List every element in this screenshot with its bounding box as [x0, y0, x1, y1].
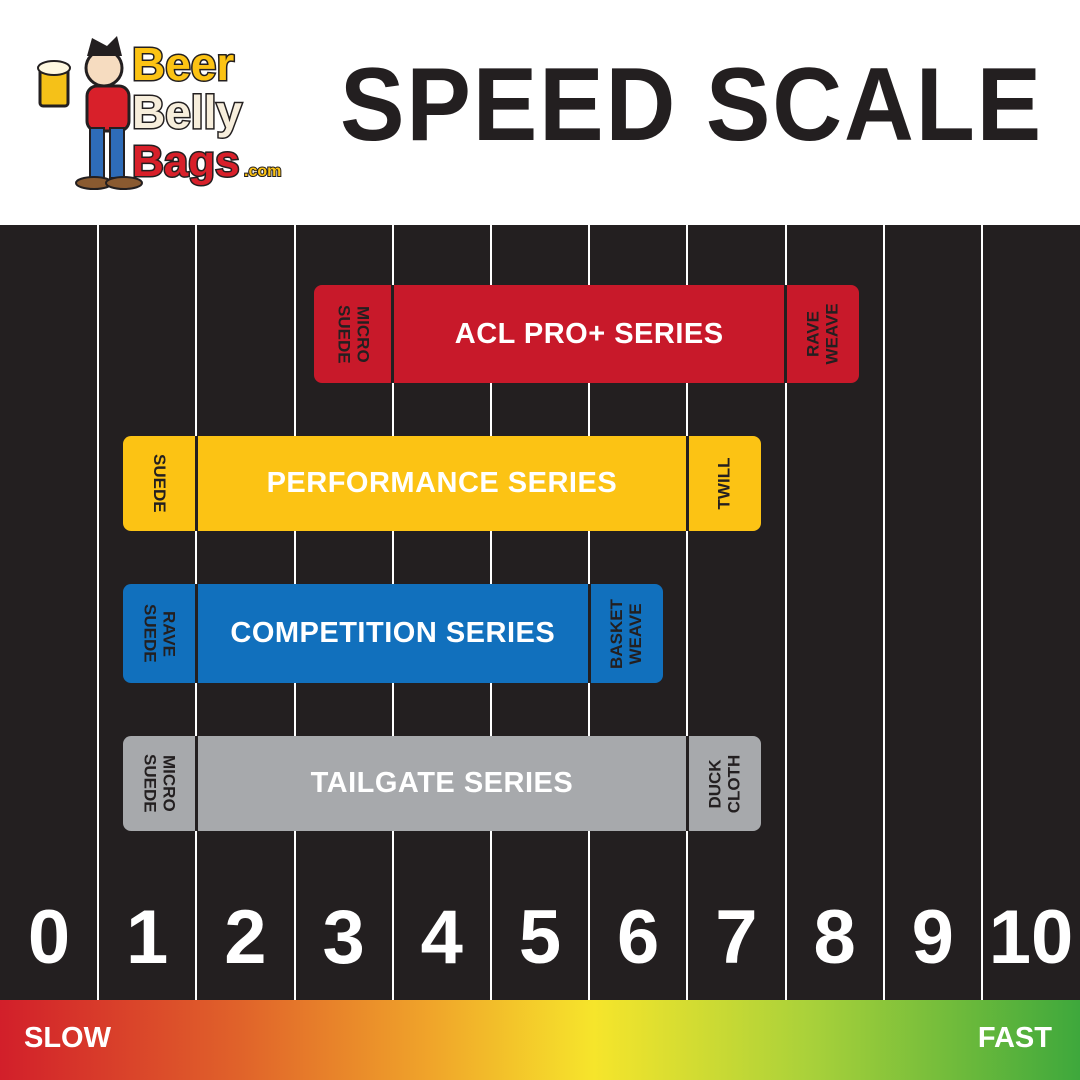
svg-text:.com: .com — [244, 163, 281, 180]
material-word: SUEDE — [334, 304, 354, 364]
svg-text:Beer: Beer — [132, 38, 234, 90]
grid-line — [784, 225, 787, 1000]
grid-line — [686, 225, 689, 1000]
material-word: MICRO — [353, 305, 373, 363]
series-label: ACL PRO+ SERIES — [454, 317, 724, 350]
tick-label: 10 — [988, 895, 1074, 980]
segment-divider — [194, 584, 198, 683]
tick-label: 4 — [420, 895, 463, 980]
segment-divider — [194, 436, 198, 531]
material-word: CLOTH — [724, 754, 744, 813]
series-bar: RAVE SUEDE COMPETITION SERIES BASKET WEAVE — [122, 584, 663, 683]
fast-material-segment: RAVE WEAVE — [786, 285, 860, 383]
material-word: SUEDE — [150, 454, 170, 513]
slow-material-segment: MICRO SUEDE — [123, 736, 197, 831]
material-word: WEAVE — [626, 602, 645, 665]
tick-label: 9 — [911, 895, 954, 980]
fast-material-segment: TWILL — [687, 436, 761, 531]
material-word: SUEDE — [140, 754, 160, 813]
series-label: COMPETITION SERIES — [230, 617, 556, 649]
tick-label: 6 — [617, 895, 660, 980]
material-word: DUCK — [705, 758, 725, 809]
speed-gradient-bar: SLOW FAST — [0, 1000, 1080, 1080]
segment-divider — [587, 584, 591, 683]
material-word: RAVE — [159, 610, 179, 657]
fast-material-label: BASKET WEAVE — [607, 599, 645, 669]
material-word: RAVE — [803, 311, 823, 357]
series-segment: TAILGATE SERIES — [196, 736, 687, 831]
fast-label: FAST — [977, 1022, 1052, 1054]
slow-material-segment: MICRO SUEDE — [314, 285, 393, 383]
fast-material-label: DUCK CLOTH — [705, 754, 743, 813]
beer-belly-bags-logo: Beer Belly Bags .com — [37, 36, 282, 190]
page-title: SPEED SCALE — [340, 47, 1044, 163]
tick-label: 8 — [813, 895, 856, 980]
series-label: TAILGATE SERIES — [310, 767, 574, 799]
tick-label: 3 — [322, 895, 365, 980]
material-word: WEAVE — [822, 303, 842, 365]
header: Beer Belly Bags .com SPEED SCALE — [0, 0, 1080, 225]
tick-label: 5 — [518, 895, 562, 980]
series-label: PERFORMANCE SERIES — [266, 467, 618, 499]
segment-divider — [685, 736, 689, 831]
tick-label: 2 — [224, 895, 267, 980]
tick-label: 7 — [715, 895, 758, 980]
grid-line — [97, 225, 100, 1000]
slow-material-label: SUEDE — [150, 454, 169, 513]
grid-line — [882, 225, 885, 1000]
material-word: MICRO — [159, 755, 179, 812]
slow-material-label: MICRO SUEDE — [141, 754, 179, 813]
slow-material-label: MICRO SUEDE — [335, 305, 373, 364]
segment-divider — [391, 285, 395, 383]
series-bar: MICRO SUEDE TAILGATE SERIES DUCK CLOTH — [122, 736, 762, 831]
segment-divider — [685, 436, 689, 531]
segment-divider — [194, 736, 198, 831]
fast-material-segment: DUCK CLOTH — [687, 736, 761, 831]
series-segment: ACL PRO+ SERIES — [393, 285, 786, 383]
speed-chart: 0 1 2 3 4 5 6 7 8 9 10 MICRO SUEDE ACL PRO+ SERIES RAV… — [0, 225, 1080, 1000]
grid-line — [981, 225, 983, 1000]
tick-label: 0 — [27, 895, 71, 980]
svg-text:Bags: Bags — [132, 137, 240, 186]
material-word: TWILL — [714, 457, 734, 510]
material-word: BASKET — [607, 598, 626, 669]
slow-material-segment: RAVE SUEDE — [123, 584, 197, 683]
fast-material-segment: BASKET WEAVE — [589, 584, 663, 683]
slow-material-segment: SUEDE — [123, 436, 197, 531]
segment-divider — [784, 285, 788, 383]
slow-label: SLOW — [24, 1022, 111, 1054]
series-bar: SUEDE PERFORMANCE SERIES TWILL — [122, 436, 762, 531]
fast-material-label: TWILL — [715, 458, 734, 510]
series-segment: PERFORMANCE SERIES — [196, 436, 687, 531]
series-segment: COMPETITION SERIES — [196, 584, 589, 683]
material-word: SUEDE — [140, 604, 160, 663]
slow-material-label: RAVE SUEDE — [141, 604, 179, 663]
tick-label: 1 — [126, 895, 169, 980]
svg-text:Belly: Belly — [132, 86, 242, 138]
fast-material-label: RAVE WEAVE — [803, 303, 841, 364]
series-bar: MICRO SUEDE ACL PRO+ SERIES RAVE WEAVE — [314, 285, 860, 383]
